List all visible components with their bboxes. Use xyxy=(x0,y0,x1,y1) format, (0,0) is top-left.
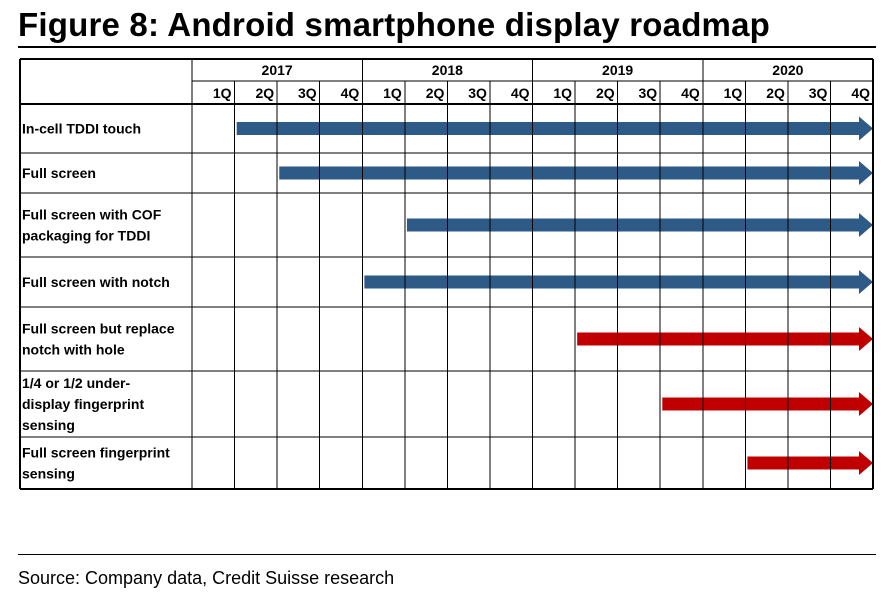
row-label: Full screen but replace xyxy=(22,321,175,337)
roadmap-bar-3 xyxy=(406,213,873,237)
roadmap-bar-6 xyxy=(662,392,873,416)
quarter-label: 4Q xyxy=(851,85,870,101)
quarter-label: 2Q xyxy=(255,85,274,101)
row-label: 1/4 or 1/2 under- xyxy=(22,375,130,391)
row-label: notch with hole xyxy=(22,342,125,358)
quarter-label: 1Q xyxy=(724,85,743,101)
quarter-label: 1Q xyxy=(213,85,232,101)
roadmap-bar-7 xyxy=(747,451,873,475)
quarter-label: 2Q xyxy=(426,85,445,101)
roadmap-bar-1 xyxy=(236,116,874,141)
row-label: Full screen fingerprint xyxy=(22,445,170,461)
quarter-label: 3Q xyxy=(298,85,317,101)
quarter-label: 3Q xyxy=(809,85,828,101)
roadmap-bar-4 xyxy=(364,270,873,294)
quarter-label: 1Q xyxy=(383,85,402,101)
title-rule xyxy=(18,46,876,48)
quarter-label: 4Q xyxy=(681,85,700,101)
row-label: sensing xyxy=(22,417,75,433)
figure-title: Figure 8: Android smartphone display roa… xyxy=(18,6,771,43)
year-label: 2017 xyxy=(262,62,293,78)
quarter-label: 4Q xyxy=(341,85,360,101)
source-note: Source: Company data, Credit Suisse rese… xyxy=(18,568,395,588)
quarter-label: 3Q xyxy=(639,85,658,101)
quarter-label: 2Q xyxy=(596,85,615,101)
quarter-label: 4Q xyxy=(511,85,530,101)
roadmap-bar-5 xyxy=(577,327,873,351)
quarter-label: 1Q xyxy=(553,85,572,101)
row-label: packaging for TDDI xyxy=(22,228,150,244)
footer-rule xyxy=(18,554,876,555)
row-label: display fingerprint xyxy=(22,396,144,412)
row-label: In-cell TDDI touch xyxy=(22,121,141,137)
row-label: Full screen xyxy=(22,165,96,181)
row-label: sensing xyxy=(22,466,75,482)
quarter-label: 2Q xyxy=(766,85,785,101)
year-label: 2018 xyxy=(432,62,463,78)
row-label: Full screen with COF xyxy=(22,207,162,223)
year-label: 2019 xyxy=(602,62,633,78)
quarter-label: 3Q xyxy=(468,85,487,101)
year-label: 2020 xyxy=(772,62,803,78)
roadmap-bar-2 xyxy=(279,161,873,185)
row-label: Full screen with notch xyxy=(22,274,170,290)
